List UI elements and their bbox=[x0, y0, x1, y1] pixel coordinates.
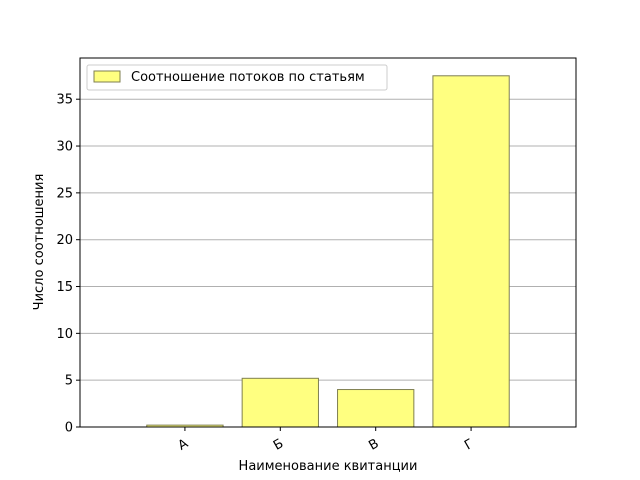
bar bbox=[432, 75, 510, 428]
x-tick-label: А bbox=[176, 436, 191, 453]
grid-lines bbox=[80, 98, 576, 381]
bar bbox=[337, 389, 415, 428]
bars bbox=[146, 75, 510, 428]
y-tick-label: 10 bbox=[56, 327, 73, 342]
y-axis-label: Число соотношения bbox=[32, 174, 47, 311]
y-tick-label: 0 bbox=[65, 421, 73, 436]
legend: Соотношение потоков по статьям bbox=[86, 64, 388, 91]
y-tick-label: 20 bbox=[56, 233, 73, 248]
y-tick-label: 35 bbox=[56, 93, 73, 108]
x-tick-label: В bbox=[366, 436, 381, 453]
x-axis-label: Наименование квитанции bbox=[239, 459, 418, 474]
y-tick-label: 30 bbox=[56, 140, 73, 155]
legend-label: Соотношение потоков по статьям bbox=[131, 70, 365, 85]
x-axis-ticks: А Б В Г bbox=[176, 427, 477, 454]
legend-swatch bbox=[93, 70, 121, 83]
legend-box bbox=[86, 64, 388, 91]
y-tick-label: 15 bbox=[56, 280, 73, 295]
bar bbox=[241, 377, 319, 428]
y-tick-label: 5 bbox=[65, 374, 73, 389]
y-tick-label: 25 bbox=[56, 186, 73, 201]
plot-area-frame bbox=[79, 57, 577, 428]
x-tick-label: Б bbox=[271, 436, 286, 453]
y-axis-ticks: 0 5 10 15 20 25 30 35 bbox=[56, 93, 80, 436]
x-tick-label: Г bbox=[462, 436, 476, 453]
